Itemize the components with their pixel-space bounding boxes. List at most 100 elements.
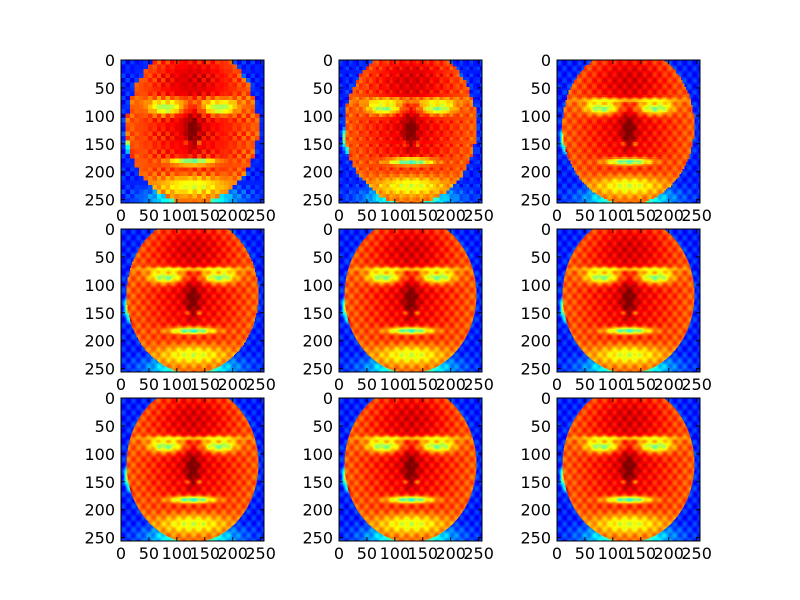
- x-tick-label: 250: [681, 544, 712, 563]
- x-tick-label: 150: [408, 544, 439, 563]
- y-tick-label: 100: [84, 445, 115, 464]
- x-tick-label: 50: [139, 375, 159, 394]
- y-tick-label: 50: [313, 248, 333, 267]
- heatmap-image: [557, 60, 700, 203]
- y-tick-label: 0: [323, 51, 333, 70]
- x-tick-label: 150: [626, 375, 657, 394]
- heatmap-image: [557, 398, 700, 541]
- x-tick-label: 0: [334, 375, 344, 394]
- x-tick-label: 200: [435, 544, 466, 563]
- x-tick-label: 100: [598, 544, 629, 563]
- heatmap-image: [339, 229, 482, 372]
- y-tick-label: 0: [541, 220, 551, 239]
- x-tick-label: 150: [626, 544, 657, 563]
- heatmap-image: [121, 60, 264, 203]
- x-tick-label: 250: [463, 375, 494, 394]
- x-tick-label: 200: [217, 375, 248, 394]
- x-tick-label: 0: [116, 206, 126, 225]
- axes-frame: [556, 397, 701, 542]
- x-tick-label: 150: [408, 375, 439, 394]
- y-tick-label: 200: [302, 163, 333, 182]
- heatmap-image: [339, 60, 482, 203]
- y-tick-label: 50: [95, 79, 115, 98]
- y-tick-label: 250: [520, 360, 551, 379]
- x-tick-label: 50: [139, 544, 159, 563]
- y-tick-label: 150: [302, 304, 333, 323]
- y-tick-label: 0: [105, 220, 115, 239]
- y-tick-label: 250: [84, 191, 115, 210]
- y-tick-label: 200: [84, 332, 115, 351]
- x-tick-label: 200: [653, 206, 684, 225]
- y-tick-label: 150: [520, 473, 551, 492]
- axes-frame: [338, 397, 483, 542]
- x-tick-label: 250: [245, 375, 276, 394]
- y-tick-label: 50: [313, 417, 333, 436]
- x-tick-label: 100: [380, 544, 411, 563]
- y-tick-label: 150: [520, 135, 551, 154]
- x-tick-label: 250: [681, 206, 712, 225]
- x-tick-label: 50: [575, 544, 595, 563]
- axes-frame: [338, 228, 483, 373]
- x-tick-label: 250: [245, 206, 276, 225]
- x-tick-label: 100: [162, 375, 193, 394]
- x-tick-label: 0: [116, 544, 126, 563]
- x-tick-label: 150: [190, 206, 221, 225]
- y-tick-label: 0: [541, 51, 551, 70]
- y-tick-label: 250: [302, 360, 333, 379]
- x-tick-label: 250: [681, 375, 712, 394]
- x-tick-label: 0: [116, 375, 126, 394]
- y-tick-label: 250: [84, 529, 115, 548]
- x-tick-label: 50: [575, 375, 595, 394]
- x-tick-label: 50: [357, 544, 377, 563]
- heatmap-image: [121, 398, 264, 541]
- y-tick-label: 150: [84, 473, 115, 492]
- x-tick-label: 200: [435, 375, 466, 394]
- x-tick-label: 0: [334, 206, 344, 225]
- x-tick-label: 0: [552, 544, 562, 563]
- y-tick-label: 0: [323, 220, 333, 239]
- y-tick-label: 200: [520, 501, 551, 520]
- y-tick-label: 150: [302, 135, 333, 154]
- x-tick-label: 200: [435, 206, 466, 225]
- x-tick-label: 100: [162, 206, 193, 225]
- y-tick-label: 100: [520, 276, 551, 295]
- x-tick-label: 50: [357, 206, 377, 225]
- x-tick-label: 100: [598, 375, 629, 394]
- y-tick-label: 50: [95, 248, 115, 267]
- y-tick-label: 200: [84, 501, 115, 520]
- x-tick-label: 0: [552, 375, 562, 394]
- x-tick-label: 250: [463, 544, 494, 563]
- x-tick-label: 0: [334, 544, 344, 563]
- y-tick-label: 250: [84, 360, 115, 379]
- axes-frame: [120, 59, 265, 204]
- x-tick-label: 150: [190, 375, 221, 394]
- x-tick-label: 250: [463, 206, 494, 225]
- y-tick-label: 50: [531, 79, 551, 98]
- x-tick-label: 50: [575, 206, 595, 225]
- x-tick-label: 100: [162, 544, 193, 563]
- y-tick-label: 150: [84, 304, 115, 323]
- y-tick-label: 100: [302, 107, 333, 126]
- x-tick-label: 100: [380, 206, 411, 225]
- heatmap-image: [339, 398, 482, 541]
- y-tick-label: 50: [531, 417, 551, 436]
- axes-frame: [338, 59, 483, 204]
- axes-frame: [120, 397, 265, 542]
- y-tick-label: 200: [302, 501, 333, 520]
- y-tick-label: 200: [302, 332, 333, 351]
- x-tick-label: 50: [357, 375, 377, 394]
- y-tick-label: 250: [302, 529, 333, 548]
- y-tick-label: 250: [302, 191, 333, 210]
- y-tick-label: 0: [541, 389, 551, 408]
- x-tick-label: 50: [139, 206, 159, 225]
- x-tick-label: 150: [408, 206, 439, 225]
- y-tick-label: 50: [531, 248, 551, 267]
- x-tick-label: 200: [653, 544, 684, 563]
- y-tick-label: 100: [520, 445, 551, 464]
